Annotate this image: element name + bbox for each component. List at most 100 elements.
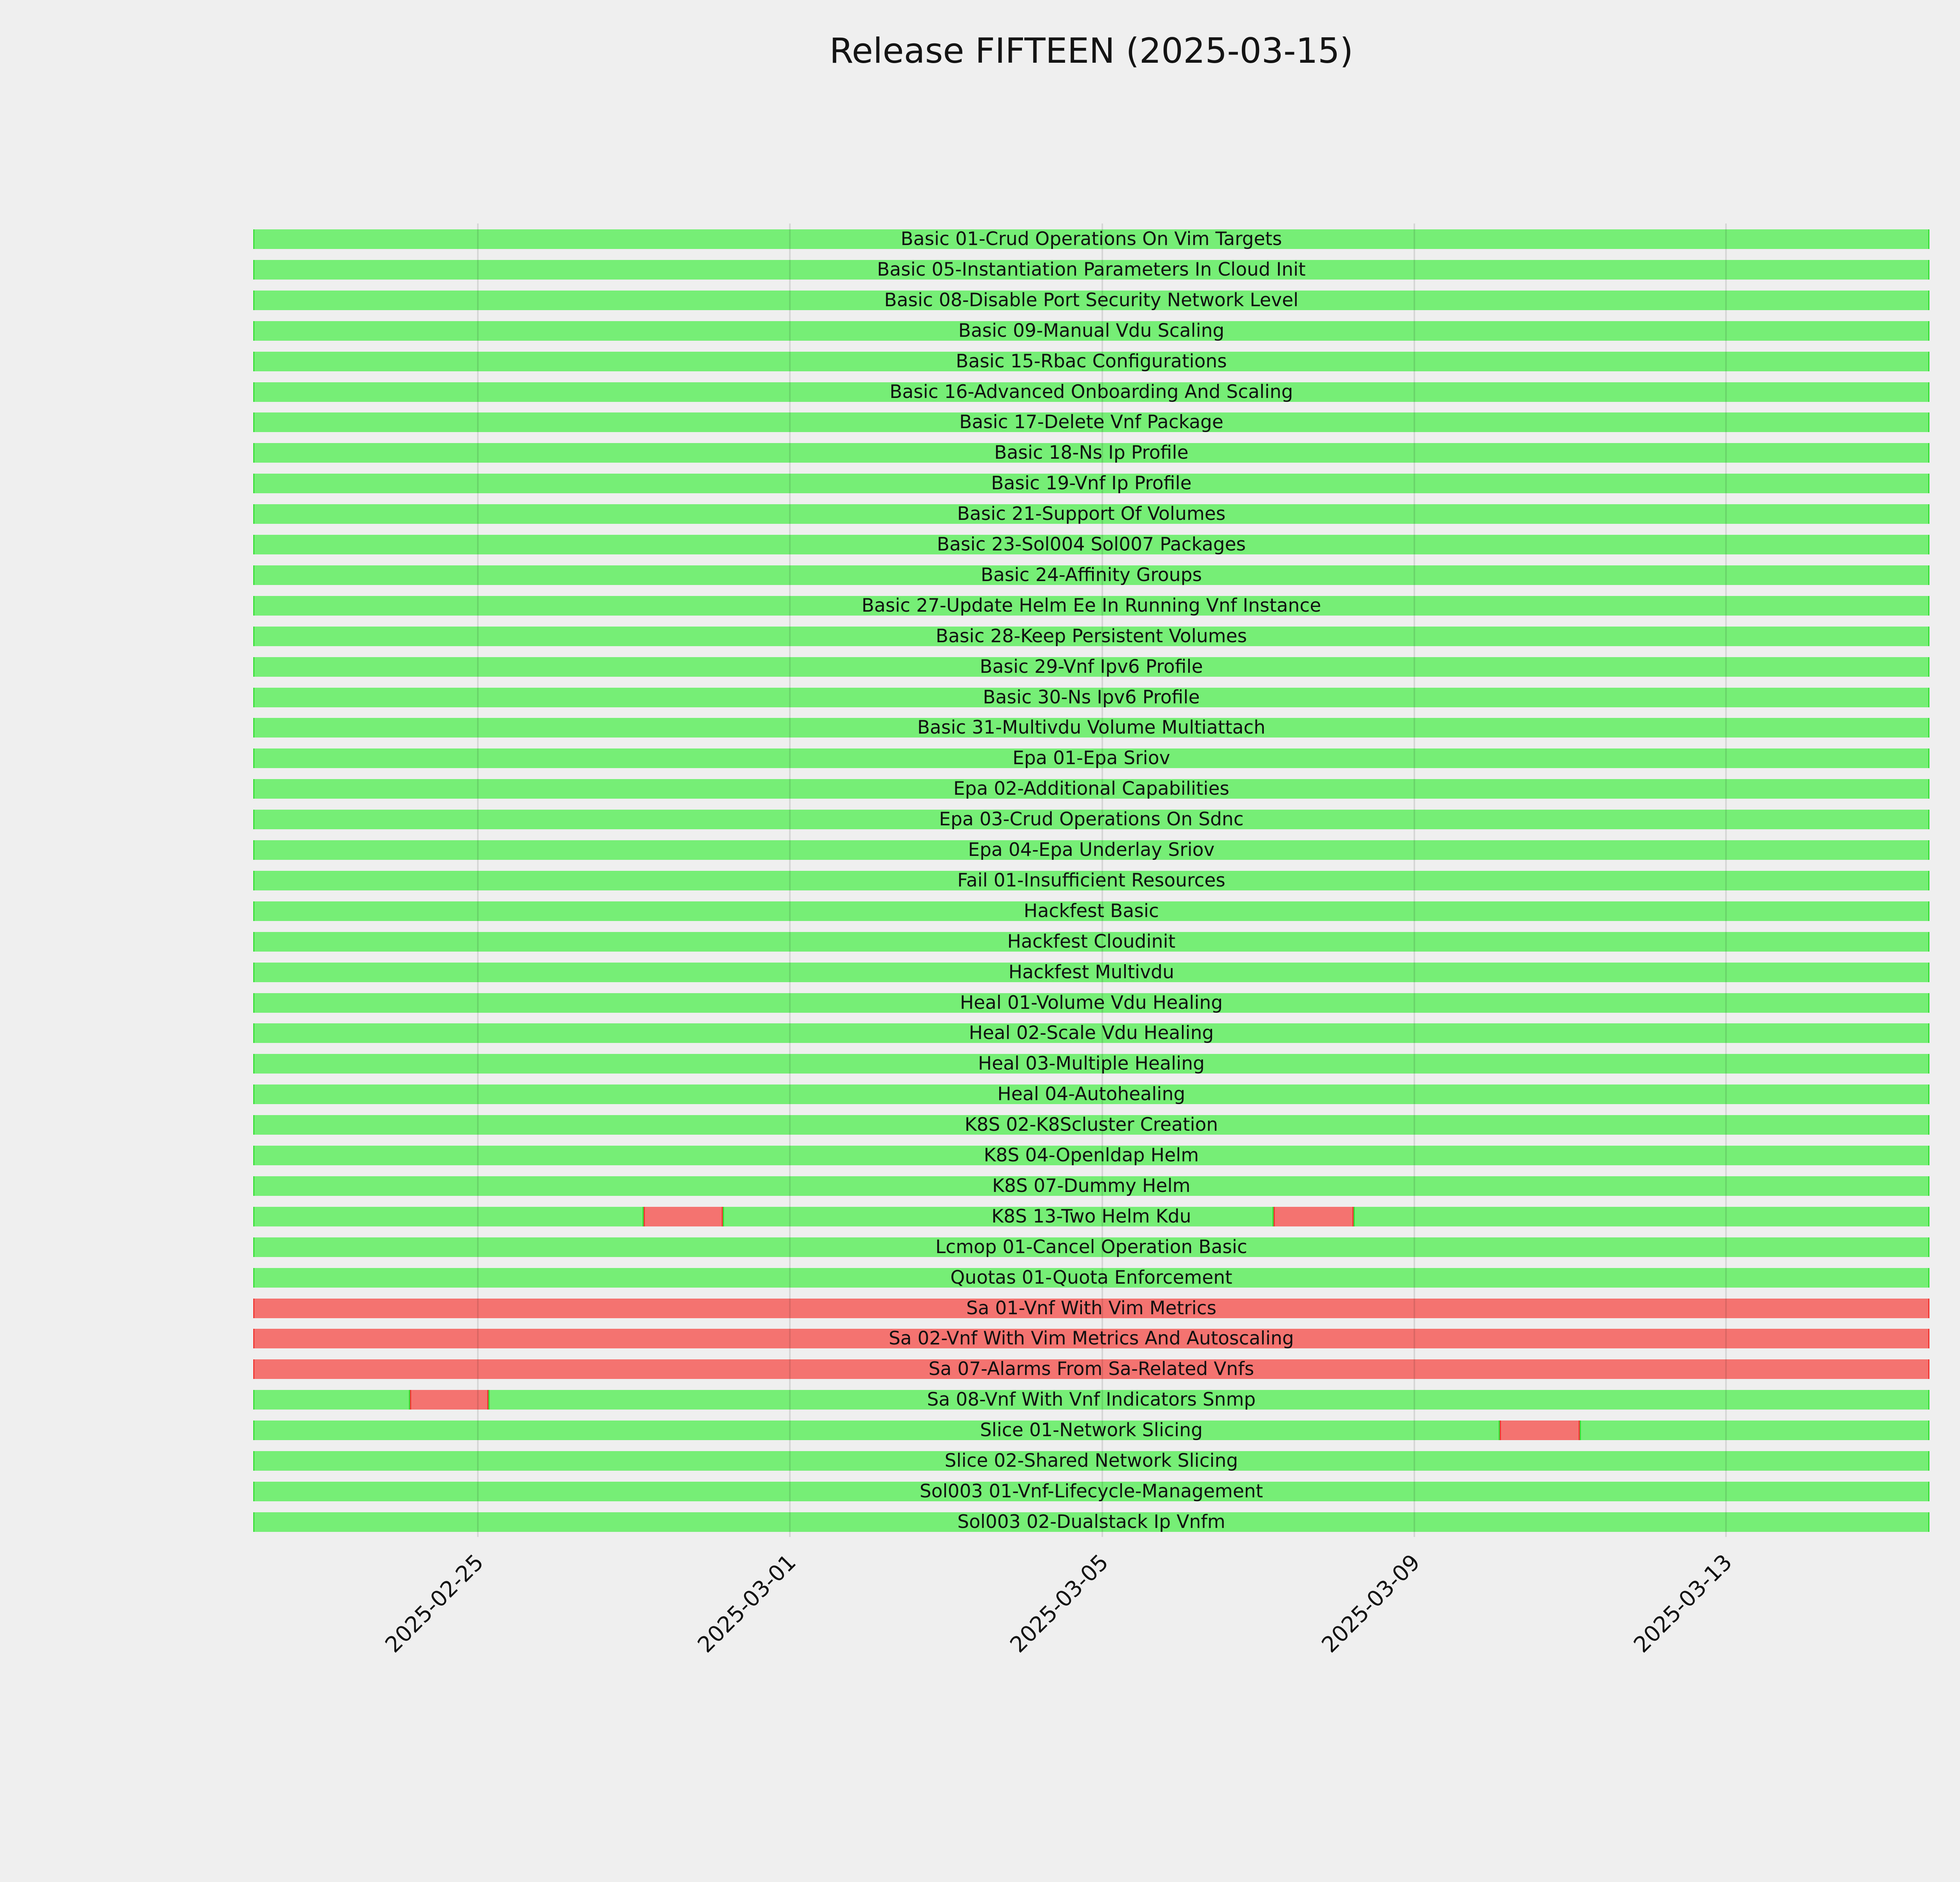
gantt-row: K8S 13-Two Helm Kdu — [253, 1206, 1929, 1227]
gantt-row: Epa 03-Crud Operations On Sdnc — [253, 809, 1929, 830]
bar-segment-passed — [253, 412, 1929, 432]
bar-segment-passed — [253, 1512, 1929, 1532]
gantt-row: Basic 21-Support Of Volumes — [253, 503, 1929, 525]
gantt-row: Hackfest Cloudinit — [253, 931, 1929, 952]
bar-segment-passed — [253, 1237, 1929, 1257]
gantt-row: Basic 27-Update Helm Ee In Running Vnf I… — [253, 595, 1929, 616]
x-tick-label: 2025-02-25 — [380, 1550, 489, 1658]
gantt-row: Basic 16-Advanced Onboarding And Scaling — [253, 381, 1929, 402]
gantt-row: Basic 31-Multivdu Volume Multiattach — [253, 717, 1929, 738]
gantt-row: Basic 09-Manual Vdu Scaling — [253, 320, 1929, 341]
bar-segment-passed — [253, 596, 1929, 616]
bar-segment-passed — [253, 290, 1929, 310]
bar-segment-passed — [253, 993, 1929, 1013]
gantt-row: Hackfest Multivdu — [253, 961, 1929, 983]
bar-segment-passed — [253, 1268, 1929, 1288]
bar-segment-passed — [253, 626, 1929, 646]
gantt-row: Epa 01-Epa Sriov — [253, 748, 1929, 769]
bar-segment-passed — [253, 1023, 1929, 1043]
gridline-2025-03-05 — [1102, 223, 1103, 1537]
gantt-row: K8S 02-K8Scluster Creation — [253, 1114, 1929, 1135]
bar-segment-passed — [253, 1206, 644, 1226]
bar-segment-failed — [643, 1206, 723, 1226]
bar-segment-passed — [253, 687, 1929, 707]
bar-segment-passed — [253, 1421, 1500, 1441]
gantt-row: Basic 01-Crud Operations On Vim Targets — [253, 229, 1929, 250]
bar-segment-passed — [253, 474, 1929, 494]
gantt-row: Basic 23-Sol004 Sol007 Packages — [253, 534, 1929, 555]
bar-segment-passed — [253, 1115, 1929, 1135]
gantt-row: K8S 04-Openldap Helm — [253, 1145, 1929, 1166]
bar-segment-passed — [1353, 1206, 1929, 1226]
bar-segment-passed — [253, 1481, 1929, 1501]
bar-segment-passed — [253, 351, 1929, 371]
bar-segment-passed — [253, 260, 1929, 280]
gantt-row: Sa 02-Vnf With Vim Metrics And Autoscali… — [253, 1328, 1929, 1349]
gantt-row: Basic 19-Vnf Ip Profile — [253, 473, 1929, 494]
gantt-row: Basic 30-Ns Ipv6 Profile — [253, 687, 1929, 708]
bar-segment-passed — [253, 535, 1929, 554]
gantt-row: Sol003 02-Dualstack Ip Vnfm — [253, 1511, 1929, 1532]
bar-segment-passed — [253, 229, 1929, 249]
gantt-row: Heal 03-Multiple Healing — [253, 1053, 1929, 1074]
bar-segment-passed — [253, 840, 1929, 860]
x-tick-label: 2025-03-01 — [693, 1550, 801, 1658]
gantt-row: Sa 08-Vnf With Vnf Indicators Snmp — [253, 1389, 1929, 1410]
bar-segment-failed — [253, 1298, 1929, 1318]
gantt-row: Heal 04-Autohealing — [253, 1084, 1929, 1105]
plot-area: Basic 01-Crud Operations On Vim Targets B… — [253, 220, 1929, 1545]
bar-segment-passed — [253, 657, 1929, 677]
bar-segment-passed — [253, 443, 1929, 463]
gantt-row: Heal 02-Scale Vdu Healing — [253, 1023, 1929, 1044]
bar-segment-passed — [253, 321, 1929, 341]
bar-segment-failed — [1274, 1206, 1354, 1226]
bar-segment-passed — [253, 718, 1929, 738]
bar-segment-passed — [253, 779, 1929, 799]
bar-segment-passed — [253, 1146, 1929, 1165]
gantt-row: Lcmop 01-Cancel Operation Basic — [253, 1236, 1929, 1257]
bar-segment-failed — [253, 1359, 1929, 1379]
bar-segment-passed — [253, 810, 1929, 830]
bar-segment-passed — [253, 870, 1929, 890]
bar-segment-passed — [253, 1054, 1929, 1074]
bar-segment-passed — [253, 901, 1929, 921]
gridline-2025-03-13 — [1725, 223, 1727, 1537]
gantt-row: Basic 28-Keep Persistent Volumes — [253, 625, 1929, 647]
gantt-row: Sol003 01-Vnf-Lifecycle-Management — [253, 1481, 1929, 1502]
gantt-row: Quotas 01-Quota Enforcement — [253, 1267, 1929, 1288]
gantt-row: Basic 15-Rbac Configurations — [253, 351, 1929, 372]
bar-segment-passed — [253, 1176, 1929, 1196]
chart-title: Release FIFTEEN (2025-03-15) — [829, 31, 1354, 71]
bar-segment-passed — [488, 1390, 1929, 1410]
gantt-row: Sa 07-Alarms From Sa-Related Vnfs — [253, 1359, 1929, 1380]
gantt-row: Sa 01-Vnf With Vim Metrics — [253, 1297, 1929, 1319]
gantt-row: Slice 02-Shared Network Slicing — [253, 1450, 1929, 1471]
gantt-row: Basic 18-Ns Ip Profile — [253, 442, 1929, 463]
gantt-row: Epa 04-Epa Underlay Sriov — [253, 839, 1929, 861]
gantt-row: Hackfest Basic — [253, 900, 1929, 921]
gantt-row: Basic 08-Disable Port Security Network L… — [253, 289, 1929, 311]
bar-segment-passed — [723, 1206, 1274, 1226]
bar-segment-passed — [253, 1451, 1929, 1471]
bar-segment-passed — [1580, 1421, 1929, 1441]
x-tick-label: 2025-03-05 — [1005, 1550, 1114, 1658]
bar-segment-passed — [253, 962, 1929, 982]
gantt-row: Epa 02-Additional Capabilities — [253, 778, 1929, 799]
gantt-row: Basic 24-Affinity Groups — [253, 564, 1929, 585]
gantt-row: Fail 01-Insufficient Resources — [253, 870, 1929, 891]
gantt-row: Basic 29-Vnf Ipv6 Profile — [253, 656, 1929, 677]
gantt-row: Slice 01-Network Slicing — [253, 1420, 1929, 1441]
gantt-row: Heal 01-Volume Vdu Healing — [253, 992, 1929, 1013]
gridline-2025-02-25 — [477, 223, 479, 1537]
bar-segment-passed — [253, 382, 1929, 402]
bar-segment-failed — [410, 1390, 489, 1410]
gantt-row: Basic 17-Delete Vnf Package — [253, 412, 1929, 433]
bar-segment-failed — [1500, 1421, 1580, 1441]
x-tick-label: 2025-03-09 — [1317, 1550, 1425, 1658]
bar-segment-passed — [253, 748, 1929, 768]
gantt-row: Basic 05-Instantiation Parameters In Clo… — [253, 259, 1929, 280]
bar-segment-passed — [253, 1390, 410, 1410]
gridline-2025-03-09 — [1413, 223, 1415, 1537]
bar-segment-passed — [253, 932, 1929, 952]
bar-segment-passed — [253, 565, 1929, 585]
